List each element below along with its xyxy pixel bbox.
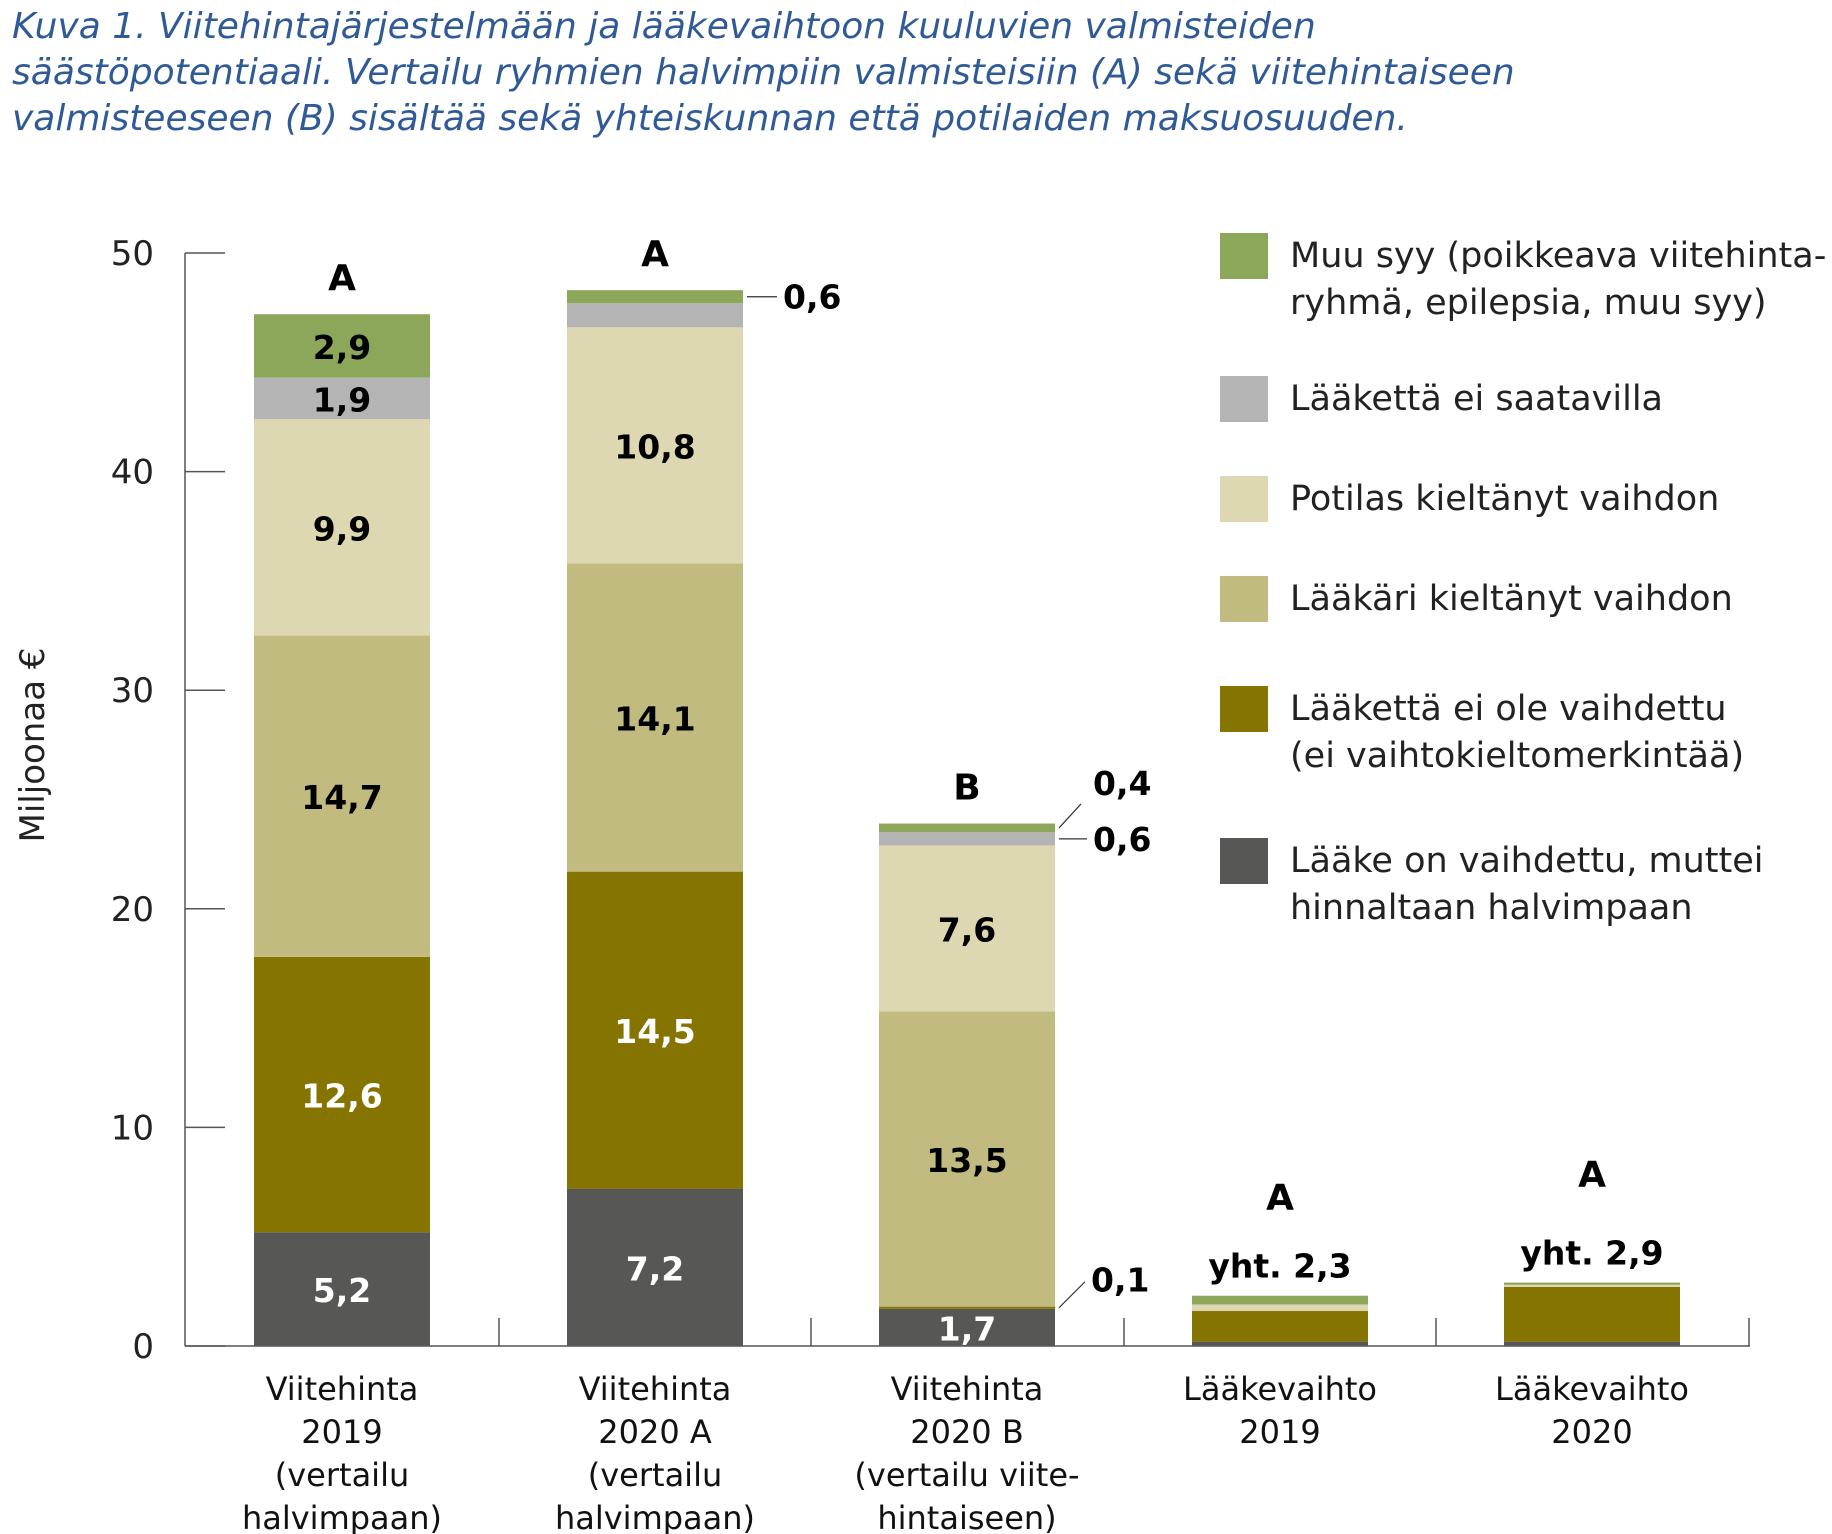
legend-label: Potilas kieltänyt vaihdon: [1290, 479, 1719, 519]
x-category-label: 2020 A: [598, 1413, 712, 1451]
bar-segment: [879, 824, 1055, 833]
bar-value-label: 10,8: [614, 427, 695, 466]
bar-marker-label: A: [1266, 1178, 1294, 1219]
x-category-label: Lääkevaihto: [1183, 1370, 1377, 1408]
bar-total-label: yht. 2,9: [1520, 1234, 1663, 1273]
bar-value-label: 14,7: [301, 778, 382, 817]
bar-marker-label: A: [328, 258, 356, 299]
bar-segment: [1504, 1283, 1680, 1285]
bar-segment: [1504, 1342, 1680, 1346]
x-category-label: halvimpaan): [242, 1499, 442, 1534]
stacked-bar-chart: 0 10 20 30 40 50 Miljoonaa € Viitehinta 2019 (ver…: [0, 0, 1832, 1534]
bar-segment: [1504, 1285, 1680, 1287]
bar-segment: [1504, 1287, 1680, 1342]
y-tick-label: 30: [111, 671, 154, 711]
bar-value-label: 14,5: [614, 1012, 695, 1051]
legend-label: (ei vaihtokieltomerkintää): [1290, 736, 1744, 776]
legend-swatch: [1220, 476, 1268, 522]
legend-label: Lääkettä ei ole vaihdettu: [1290, 689, 1727, 729]
legend-label: hinnaltaan halvimpaan: [1290, 888, 1693, 928]
legend-swatch: [1220, 233, 1268, 279]
bar-value-callout: 0,6: [783, 278, 841, 317]
bar-marker-label: A: [1578, 1155, 1606, 1196]
bar-value-label: 2,9: [313, 328, 371, 367]
x-category-label: (vertailu viite-: [854, 1456, 1079, 1494]
bar-segment: [879, 832, 1055, 845]
legend-label: Muu syy (poikkeava viitehinta-: [1290, 236, 1826, 276]
bar-value-callout: 0,4: [1093, 764, 1151, 803]
legend-swatch: [1220, 838, 1268, 884]
y-tick-label: 50: [111, 234, 154, 274]
bar-marker-label: B: [953, 768, 980, 809]
y-tick-label: 10: [111, 1108, 154, 1148]
chart-legend: Muu syy (poikkeava viitehinta-ryhmä, epi…: [1220, 233, 1826, 928]
bar-total-label: yht. 2,3: [1208, 1247, 1351, 1286]
bar-segment: [567, 290, 743, 303]
chart-bars: [254, 290, 1680, 1346]
x-category-label: 2020 B: [910, 1413, 1024, 1451]
legend-swatch: [1220, 686, 1268, 732]
x-category-label: Lääkevaihto: [1495, 1370, 1689, 1408]
legend-label: Lääke on vaihdettu, muttei: [1290, 841, 1763, 881]
bar-value-label: 1,9: [313, 380, 371, 419]
x-category-label: Viitehinta: [266, 1370, 419, 1408]
bar-value-label: 13,5: [926, 1141, 1007, 1180]
bar-value-callout: 0,6: [1093, 820, 1151, 859]
bar-segment: [1192, 1311, 1368, 1342]
bar-marker-label: A: [641, 234, 669, 275]
x-category-label: Viitehinta: [891, 1370, 1044, 1408]
bar-value-label: 9,9: [313, 509, 371, 548]
y-tick-label: 20: [111, 890, 154, 930]
callout-line: [1059, 804, 1081, 828]
bar-value-label: 12,6: [301, 1077, 382, 1116]
y-tick-label: 0: [132, 1327, 154, 1367]
x-category-label: (vertailu: [275, 1456, 409, 1494]
x-category-label: hintaiseen): [877, 1499, 1056, 1534]
legend-swatch: [1220, 376, 1268, 422]
legend-label: Lääkettä ei saatavilla: [1290, 379, 1663, 419]
x-category-label: (vertailu: [588, 1456, 722, 1494]
y-tick-label: 40: [111, 453, 154, 493]
bar-value-label: 1,7: [938, 1309, 996, 1348]
bar-value-label: 7,6: [938, 910, 996, 949]
legend-swatch: [1220, 576, 1268, 622]
legend-label: Lääkäri kieltänyt vaihdon: [1290, 579, 1733, 619]
bar-segment: [1192, 1296, 1368, 1305]
bar-value-label: 14,1: [614, 700, 695, 739]
y-axis-label: Miljoonaa €: [13, 648, 53, 843]
x-category-label: Viitehinta: [579, 1370, 732, 1408]
bar-value-label: 7,2: [626, 1249, 684, 1288]
x-category-label: 2020: [1551, 1413, 1632, 1451]
bar-value-label: 5,2: [313, 1271, 371, 1310]
legend-label: ryhmä, epilepsia, muu syy): [1290, 283, 1767, 323]
x-category-label: 2019: [1239, 1413, 1320, 1451]
bar-value-callout: 0,1: [1091, 1261, 1149, 1300]
bar-segment: [567, 303, 743, 327]
x-category-label: halvimpaan): [555, 1499, 755, 1534]
callout-line: [1059, 1282, 1085, 1308]
x-category-label: 2019: [301, 1413, 382, 1451]
bar-segment: [1192, 1342, 1368, 1346]
bar-segment: [1192, 1304, 1368, 1311]
